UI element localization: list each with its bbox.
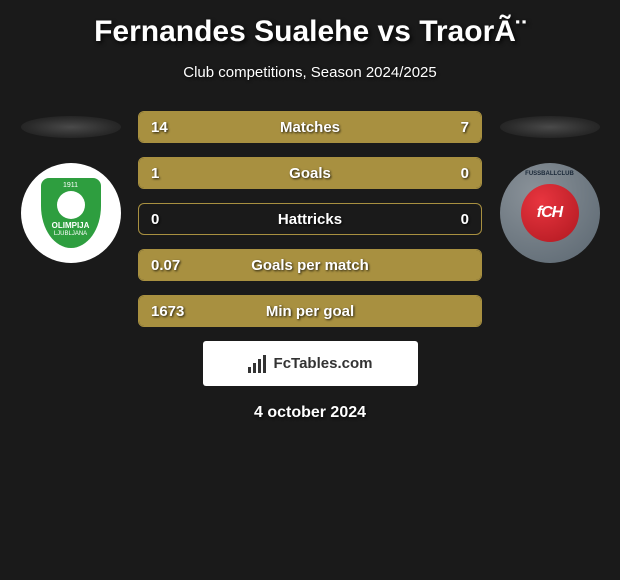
shadow-ellipse-right xyxy=(500,116,600,138)
stat-value-right: 0 xyxy=(461,211,469,228)
stat-row: 1Goals0 xyxy=(138,157,482,189)
season-subtitle: Club competitions, Season 2024/2025 xyxy=(10,64,610,81)
stat-row: 0Hattricks0 xyxy=(138,203,482,235)
team-right-column: FUSSBALLCLUB fCH xyxy=(497,116,602,263)
shield-icon: 1911 OLIMPIJA LJUBLJANA xyxy=(41,178,101,248)
stat-label: Min per goal xyxy=(139,303,481,320)
date-label: 4 october 2024 xyxy=(138,404,482,422)
stat-label: Goals per match xyxy=(139,257,481,274)
fch-inner-circle: fCH xyxy=(521,184,579,242)
bar-chart-icon xyxy=(248,355,268,373)
page-title: Fernandes Sualehe vs TraorÃ¨ xyxy=(10,15,610,49)
stats-column: 14Matches71Goals00Hattricks00.07Goals pe… xyxy=(123,111,497,422)
dragon-icon xyxy=(57,191,85,219)
badge-main-text: OLIMPIJA xyxy=(52,221,90,230)
stat-row: 14Matches7 xyxy=(138,111,482,143)
stat-row: 0.07Goals per match xyxy=(138,249,482,281)
fctables-watermark: FcTables.com xyxy=(203,341,418,386)
badge-year: 1911 xyxy=(63,182,78,189)
shadow-ellipse-left xyxy=(21,116,121,138)
content-area: 1911 OLIMPIJA LJUBLJANA 14Matches71Goals… xyxy=(10,116,610,422)
stat-label: Hattricks xyxy=(139,211,481,228)
team-left-badge: 1911 OLIMPIJA LJUBLJANA xyxy=(21,163,121,263)
badge-city-text: LJUBLJANA xyxy=(54,231,87,237)
badge-ring-text: FUSSBALLCLUB xyxy=(525,171,574,177)
stat-value-right: 7 xyxy=(461,119,469,136)
team-left-column: 1911 OLIMPIJA LJUBLJANA xyxy=(18,116,123,263)
stat-label: Goals xyxy=(139,165,481,182)
stat-row: 1673Min per goal xyxy=(138,295,482,327)
stat-value-right: 0 xyxy=(461,165,469,182)
watermark-text: FcTables.com xyxy=(274,355,373,372)
comparison-card: Fernandes Sualehe vs TraorÃ¨ Club compet… xyxy=(0,0,620,432)
team-right-badge: FUSSBALLCLUB fCH xyxy=(500,163,600,263)
stat-label: Matches xyxy=(139,119,481,136)
badge-main-text-right: fCH xyxy=(537,204,562,222)
